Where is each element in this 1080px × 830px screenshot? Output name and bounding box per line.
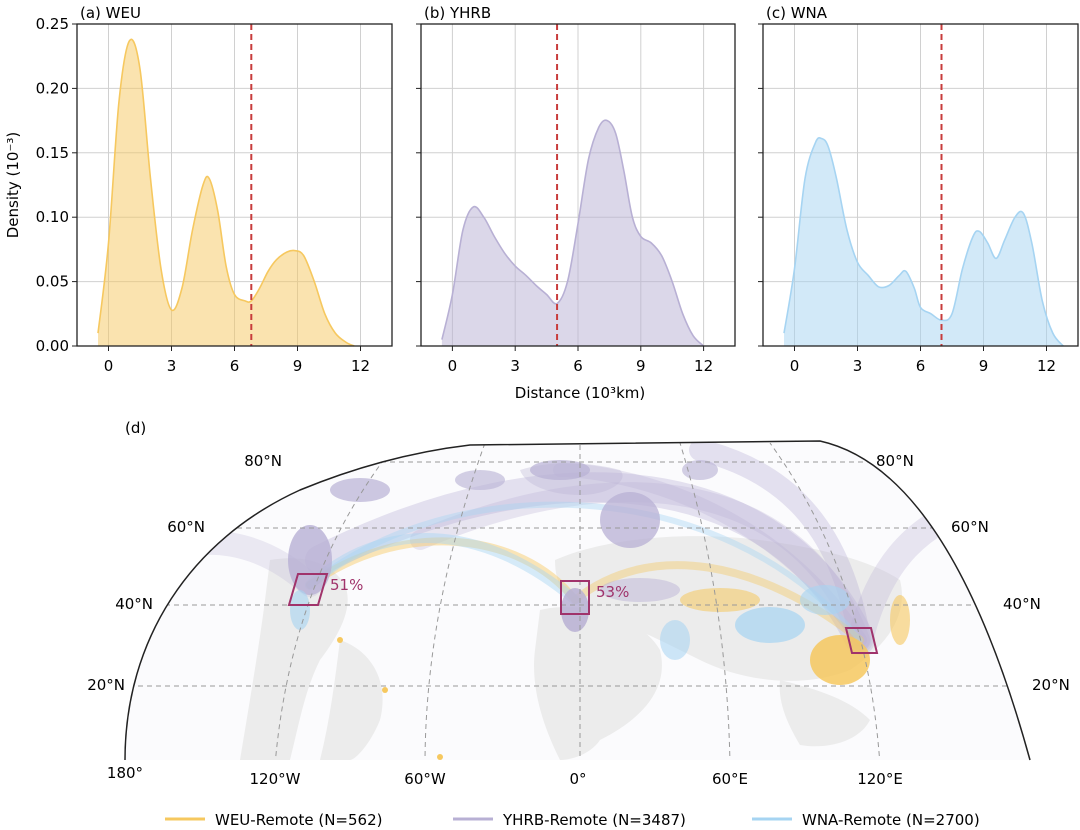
panel-c: (c) WNA 0 3 6 9 12	[758, 4, 1079, 375]
x-tick-label: 0	[790, 357, 800, 375]
region-box-weu	[560, 580, 590, 615]
land-africa	[534, 606, 662, 760]
lat-label-80n-left: 80°N	[244, 452, 282, 470]
map-legend: WEU-Remote (N=562) YHRB-Remote (N=3487) …	[165, 811, 980, 829]
x-tick-label: 9	[636, 357, 646, 375]
region-box-yhrb	[844, 627, 879, 654]
density-line-wna	[783, 137, 1064, 347]
y-tick-label: 0.05	[36, 273, 69, 291]
x-tick-label: 6	[916, 357, 926, 375]
x-tick-label: 12	[351, 357, 370, 375]
x-tick-label: 0	[104, 357, 114, 375]
lat-label-20n-left: 20°N	[87, 676, 125, 694]
legend-label-weu: WEU-Remote (N=562)	[215, 811, 382, 829]
x-tick-label: 12	[694, 357, 713, 375]
land-central-america	[320, 640, 383, 760]
x-tick-label: 0	[448, 357, 458, 375]
lat-label-80n-right: 80°N	[876, 452, 914, 470]
lat-label-20n-right: 20°N	[1032, 676, 1070, 694]
lon-label-60e: 60°E	[712, 770, 748, 788]
panel-a: (a) WEU 0 3 6 9 12 0.00 0.05 0.10 0.15 0.20 0.25 D…	[4, 4, 393, 375]
land-southeast-asia	[779, 680, 870, 747]
map-outline	[124, 440, 1031, 761]
lat-label-60n-right: 60°N	[951, 518, 989, 536]
y-axis-label: Density (10⁻³)	[4, 132, 22, 239]
panel-b: (b) YHRB 0 3 6 9 12 Distance (10³km)	[416, 4, 736, 402]
x-tick-label: 3	[853, 357, 863, 375]
legend-label-wna: WNA-Remote (N=2700)	[802, 811, 980, 829]
panel-a-title: (a) WEU	[80, 4, 141, 22]
density-area-weu	[98, 39, 355, 347]
land-north-america	[240, 558, 348, 760]
x-tick-label: 12	[1037, 357, 1056, 375]
x-tick-label: 3	[510, 357, 520, 375]
lon-label-60w: 60°W	[404, 770, 446, 788]
lat-label-40n-right: 40°N	[1003, 595, 1041, 613]
x-axis-label: Distance (10³km)	[515, 384, 645, 402]
x-tick-label: 6	[573, 357, 583, 375]
lon-label-0: 0°	[569, 770, 586, 788]
legend-label-yhrb: YHRB-Remote (N=3487)	[502, 811, 686, 829]
lon-label-180: 180°	[107, 764, 143, 782]
y-tick-label: 0.15	[36, 144, 69, 162]
hotspot-patches	[288, 460, 910, 760]
region-percent-wna: 51%	[330, 576, 363, 594]
region-percent-weu: 53%	[596, 583, 629, 601]
panel-c-title: (c) WNA	[766, 4, 828, 22]
density-line-weu	[97, 38, 355, 347]
density-area-yhrb	[441, 120, 704, 346]
x-tick-label: 9	[293, 357, 303, 375]
panel-d-title: (d)	[125, 419, 146, 437]
region-box-wna	[287, 573, 329, 606]
y-tick-label: 0.00	[36, 337, 69, 355]
y-tick-label: 0.25	[36, 15, 69, 33]
lat-label-60n-left: 60°N	[167, 518, 205, 536]
map-panel: (d)	[87, 419, 1070, 829]
y-tick-label: 0.10	[36, 208, 69, 226]
lat-label-40n-left: 40°N	[115, 595, 153, 613]
lon-label-120w: 120°W	[250, 770, 301, 788]
map-body	[125, 441, 1030, 760]
x-tick-label: 9	[979, 357, 989, 375]
x-tick-label: 3	[167, 357, 177, 375]
x-tick-label: 6	[230, 357, 240, 375]
panel-b-title: (b) YHRB	[424, 4, 491, 22]
lon-label-120e: 120°E	[857, 770, 903, 788]
density-area-wna	[784, 137, 1064, 346]
density-line-yhrb	[441, 119, 705, 347]
y-tick-label: 0.20	[36, 79, 69, 97]
